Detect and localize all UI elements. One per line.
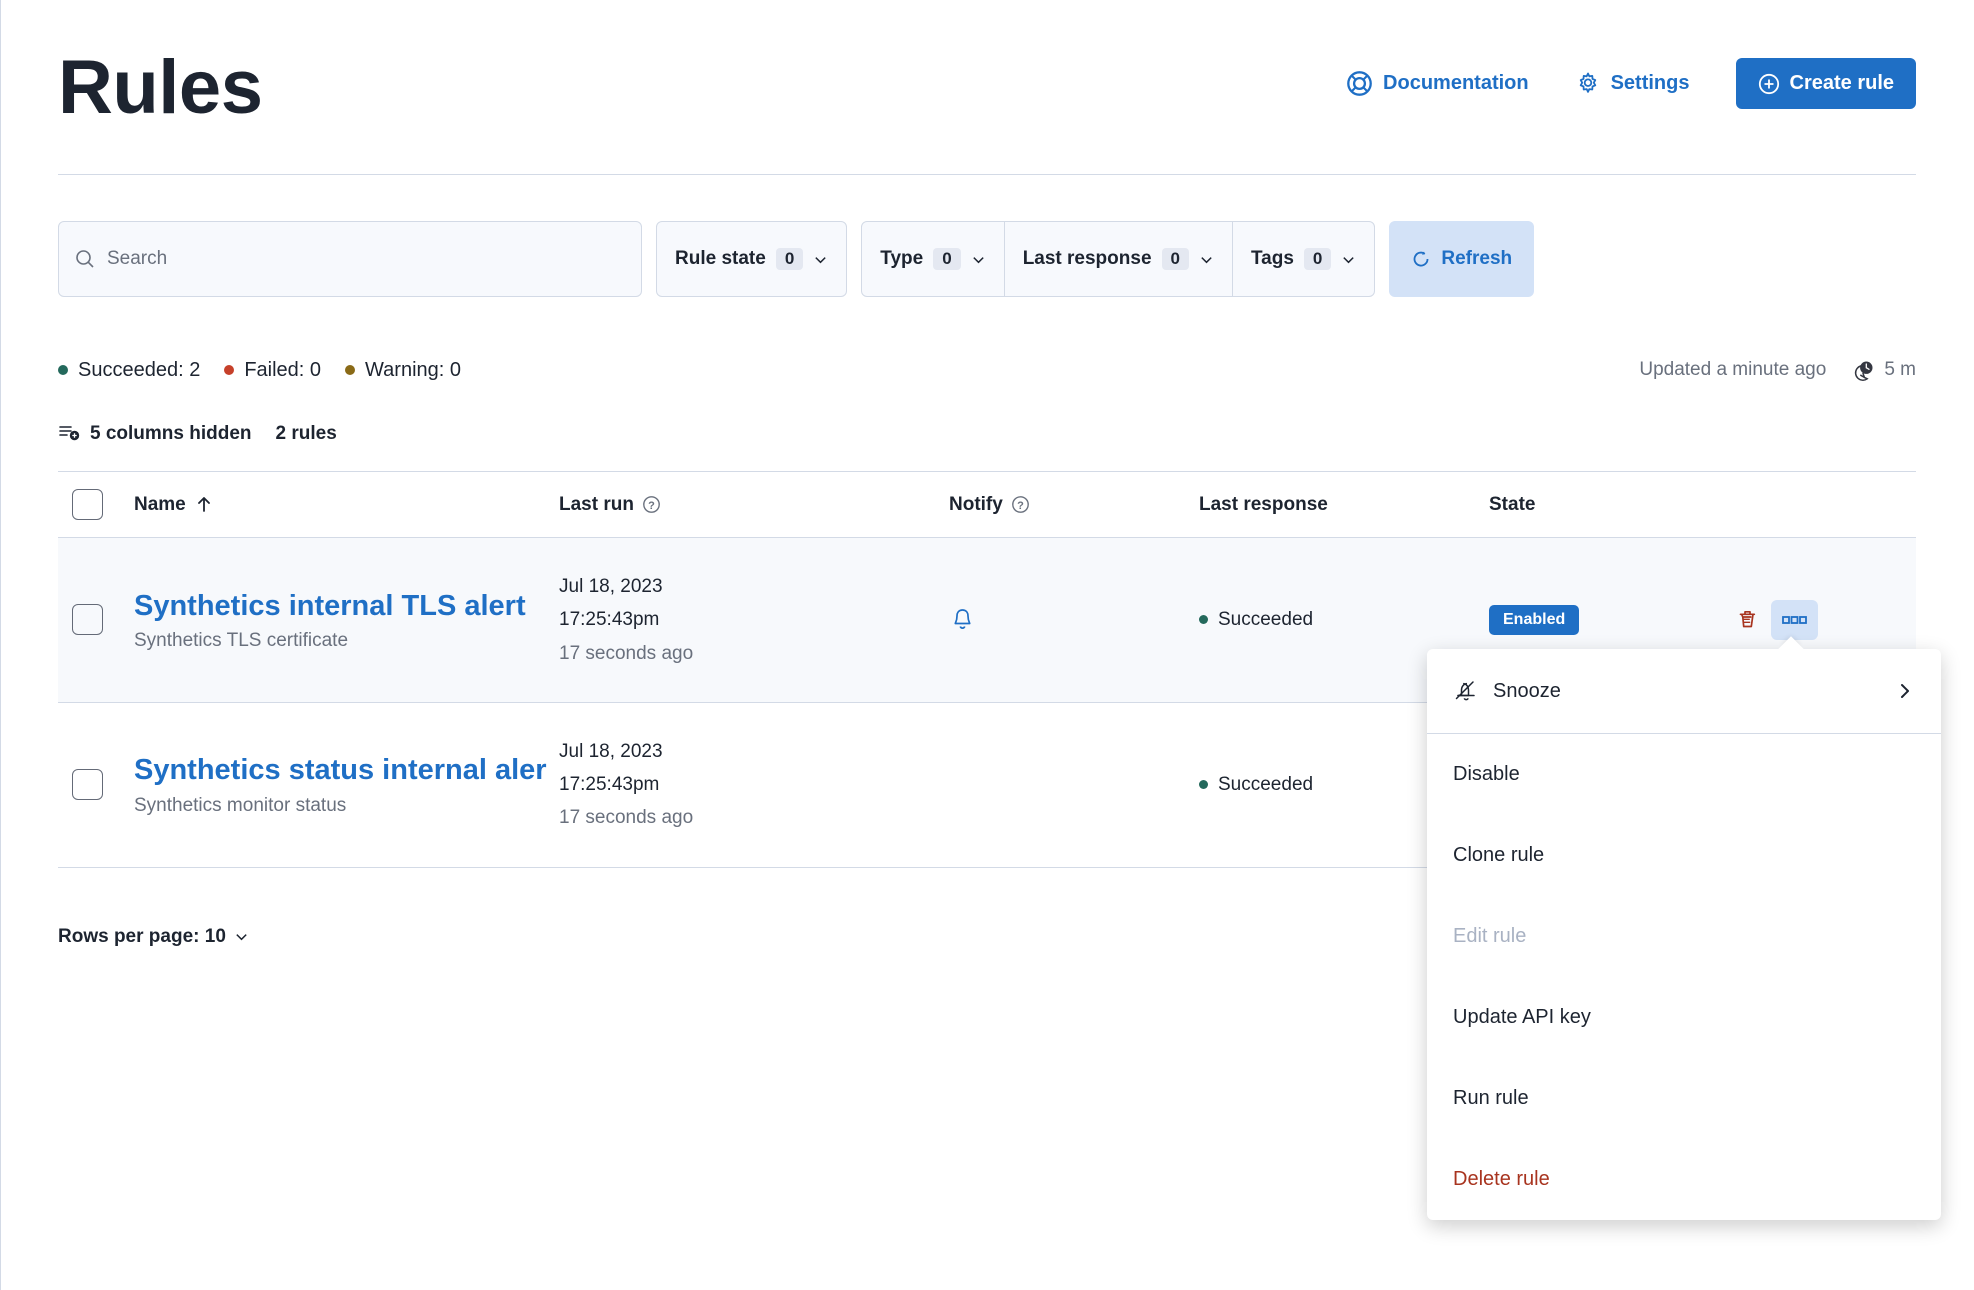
svg-text:?: ? bbox=[1017, 500, 1024, 512]
svg-text:?: ? bbox=[648, 500, 655, 512]
